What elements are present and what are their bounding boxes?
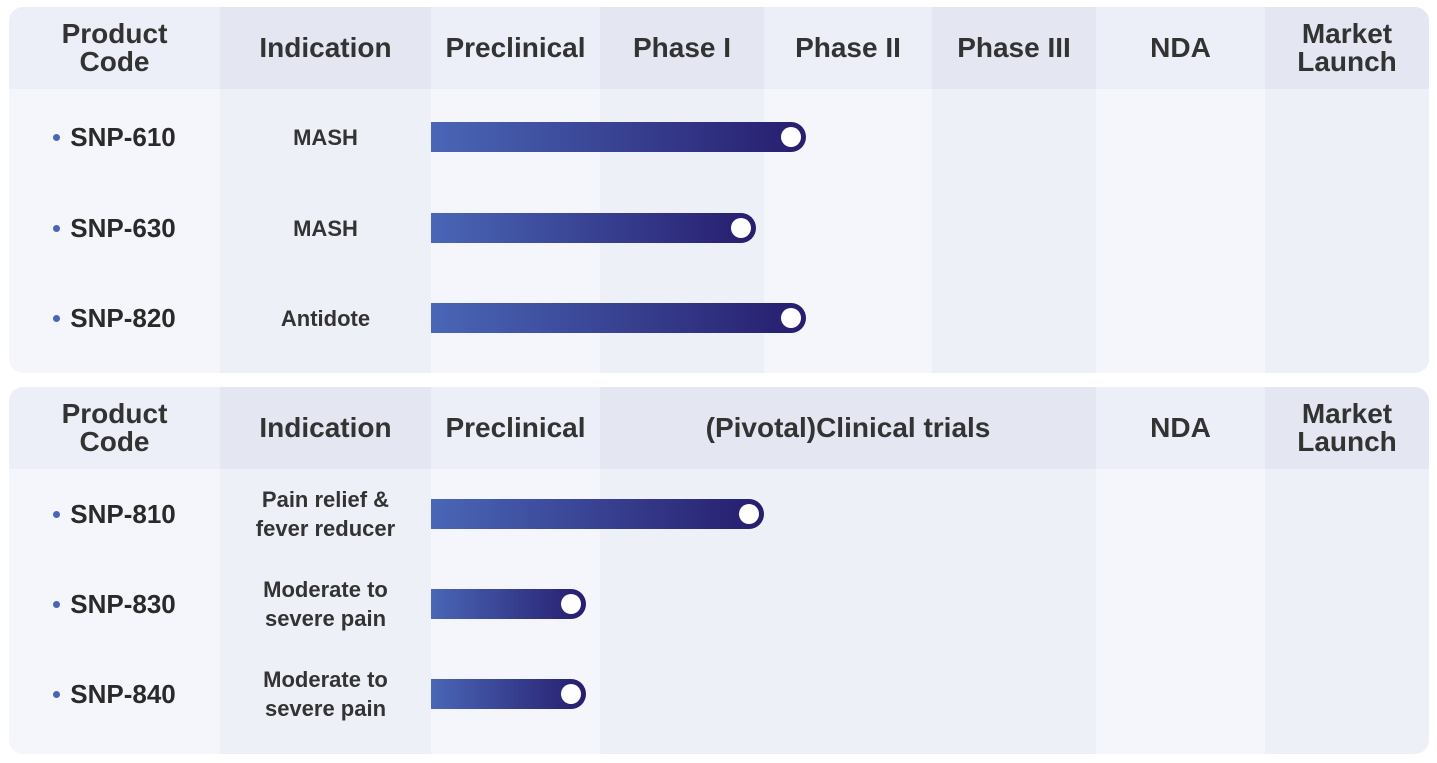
- indication-label: Antidote: [280, 305, 371, 331]
- progress-knob: [561, 594, 582, 614]
- column-header: Product Code: [61, 18, 168, 77]
- product-code-text: SNP-820: [70, 302, 176, 333]
- column-bg: [220, 7, 431, 373]
- indication-label: Moderate to severe pain: [263, 577, 388, 631]
- column-bg: [1265, 7, 1429, 373]
- column-bg: [1096, 7, 1265, 373]
- column-header: Phase I: [632, 32, 732, 63]
- progress-bar: [431, 679, 587, 709]
- bullet-icon: [53, 510, 61, 518]
- product-code-text: SNP-830: [70, 588, 176, 619]
- indication-label: Pain relief & fever reducer: [255, 487, 396, 541]
- progress-knob: [730, 218, 751, 238]
- column-bg: [1096, 387, 1265, 754]
- column-header: Preclinical: [445, 32, 586, 63]
- product-code: SNP-630: [9, 198, 220, 258]
- column-bg: [600, 387, 1096, 754]
- product-code-text: SNP-610: [70, 121, 176, 152]
- column-header: NDA: [1150, 412, 1211, 443]
- product-code: SNP-610: [9, 107, 220, 167]
- product-code: SNP-840: [9, 664, 220, 724]
- bullet-icon: [53, 133, 61, 141]
- column-bg: [9, 387, 220, 754]
- progress-bar: [431, 122, 806, 152]
- pipeline-table-phases: Product Code Indication Preclinical Phase I…: [9, 7, 1429, 373]
- progress-knob: [781, 308, 801, 328]
- column-header: Phase II: [795, 32, 901, 63]
- bullet-icon: [53, 690, 61, 698]
- product-code-text: SNP-810: [70, 498, 176, 529]
- column-header: (Pivotal)Clinical trials: [705, 412, 991, 443]
- indication-label: MASH: [293, 124, 358, 150]
- progress-bar: [431, 589, 587, 619]
- indication-label: MASH: [293, 215, 358, 241]
- progress-bar: [431, 303, 806, 333]
- column-header: Product Code: [61, 398, 168, 457]
- column-header: Preclinical: [445, 412, 586, 443]
- column-header: Indication: [259, 412, 392, 443]
- column-header: NDA: [1150, 32, 1211, 63]
- product-code: SNP-830: [9, 574, 220, 634]
- product-code-text: SNP-840: [70, 678, 176, 709]
- bullet-icon: [53, 314, 61, 322]
- bullet-icon: [53, 224, 61, 232]
- column-header: Market Launch: [1297, 18, 1397, 77]
- column-header: Indication: [259, 32, 392, 63]
- column-bg: [932, 7, 1096, 373]
- product-code: SNP-820: [9, 288, 220, 348]
- column-header: Market Launch: [1297, 398, 1397, 457]
- product-code-text: SNP-630: [70, 212, 176, 243]
- column-bg: [220, 387, 431, 754]
- progress-bar: [431, 499, 764, 529]
- progress-knob: [781, 127, 801, 147]
- pipeline-table-clinical: Product Code Indication Preclinical (Pivota…: [9, 387, 1429, 754]
- bullet-icon: [53, 600, 61, 608]
- product-code: SNP-810: [9, 484, 220, 544]
- progress-knob: [738, 504, 759, 524]
- column-bg: [1265, 387, 1429, 754]
- indication-label: Moderate to severe pain: [263, 667, 388, 721]
- progress-bar: [431, 213, 756, 243]
- column-bg: [9, 7, 220, 373]
- progress-knob: [561, 684, 582, 704]
- column-header: Phase III: [957, 32, 1071, 63]
